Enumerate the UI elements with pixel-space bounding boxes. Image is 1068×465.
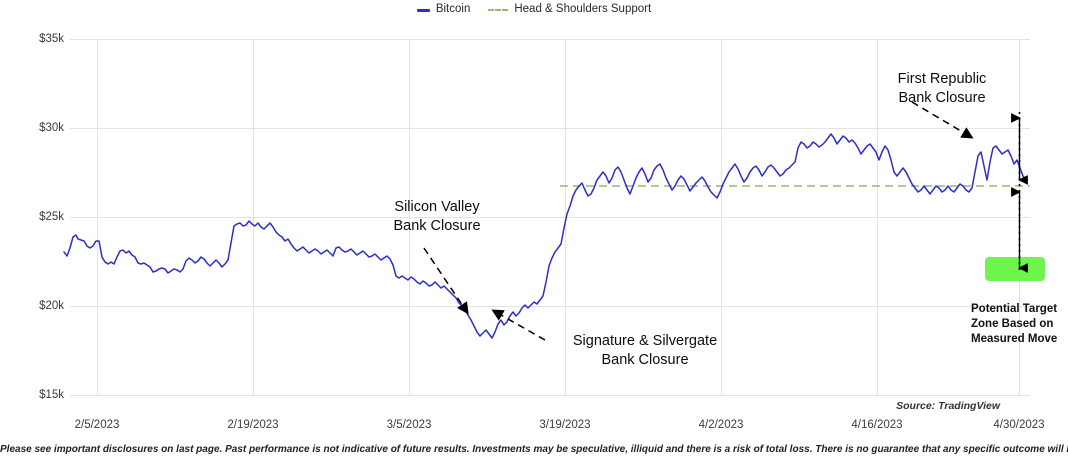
x-axis-tick-1: 2/19/2023	[227, 419, 279, 431]
y-axis-tick-20k: $20k	[39, 300, 64, 312]
y-axis-tick-15k: $15k	[39, 389, 64, 401]
source-attribution: Source: TradingView	[896, 400, 1000, 412]
legend-entry-bitcoin: Bitcoin	[416, 3, 471, 16]
legend-label-bitcoin: Bitcoin	[435, 3, 471, 16]
chart-legend: Bitcoin Head & Shoulders Support	[0, 0, 1068, 20]
chart-svg	[63, 39, 1045, 396]
x-axis-tick-6: 4/30/2023	[993, 419, 1045, 431]
potential-target-zone-rect	[985, 257, 1045, 281]
x-axis-tick-5: 4/16/2023	[851, 419, 903, 431]
silicon-valley-leader-arrow	[423, 247, 469, 315]
annotation-signature-silvergate-bank-closure: Signature & Silvergate Bank Closure	[572, 333, 718, 368]
y-axis-tick-25k: $25k	[39, 211, 64, 223]
chart-plot-area: $35k $30k $25k $20k $15k 2/5/2023 2/19/2…	[0, 20, 1068, 435]
first-republic-leader-arrow	[911, 101, 974, 139]
horizontal-gridlines	[70, 39, 1030, 396]
y-axis-tick-30k: $30k	[39, 122, 64, 134]
annotation-silicon-valley-bank-closure: Silicon Valley Bank Closure	[393, 199, 481, 234]
footer-disclaimer: Please see important disclosures on last…	[0, 444, 1068, 455]
legend-label-head-and-shoulders-support: Head & Shoulders Support	[514, 3, 652, 16]
annotation-first-republic-bank-closure: First Republic Bank Closure	[897, 71, 987, 106]
legend-entry-head-and-shoulders-support: Head & Shoulders Support	[488, 4, 651, 16]
x-axis-tick-2: 3/5/2023	[386, 419, 432, 431]
legend-solid-line-swatch-icon	[416, 8, 430, 12]
annotation-potential-target-zone: Potential Target Zone Based on Measured …	[971, 303, 1058, 346]
legend-dashed-line-swatch-icon	[488, 9, 509, 11]
x-axis-tick-4: 4/2/2023	[698, 419, 744, 431]
x-axis-tick-3: 3/19/2023	[539, 419, 591, 431]
x-axis-tick-0: 2/5/2023	[74, 419, 120, 431]
bitcoin-price-line	[63, 133, 1027, 339]
y-axis-tick-35k: $35k	[39, 33, 64, 45]
signature-leader-arrow	[491, 309, 546, 341]
